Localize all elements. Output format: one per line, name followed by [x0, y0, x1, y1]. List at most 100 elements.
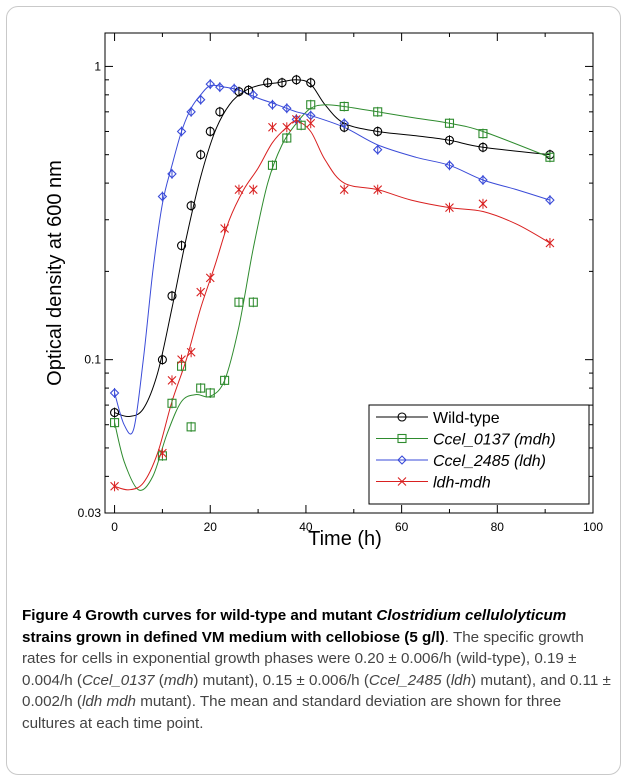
caption-gene-3: Ccel_2485 [368, 671, 442, 689]
data-point [373, 185, 383, 195]
caption-text-6: mutant). The mean and standard deviation… [22, 693, 562, 732]
legend-label: Ccel_0137 (mdh) [433, 432, 556, 449]
series-curve-4 [114, 120, 551, 491]
caption-gene-2: mdh [163, 671, 194, 689]
figure-caption: Figure 4 Growth curves for wild-type and… [22, 605, 612, 735]
y-tick-label: 1 [94, 59, 101, 73]
legend-label: ldh-mdh [433, 475, 491, 492]
data-point [339, 118, 349, 129]
data-point [445, 203, 454, 212]
y-tick-label: 0.03 [78, 506, 102, 520]
data-point [248, 90, 259, 100]
data-point [478, 129, 488, 139]
data-point [195, 94, 206, 105]
data-point [110, 418, 120, 428]
data-point [282, 122, 292, 132]
caption-gene-1: Ccel_0137 [81, 671, 155, 689]
data-point [243, 85, 254, 95]
legend-label: Wild-type [433, 410, 500, 427]
data-point [110, 481, 119, 491]
data-point [167, 398, 177, 408]
data-point [291, 75, 301, 85]
data-point [186, 107, 196, 117]
data-point [373, 107, 383, 117]
caption-text-3: ) mutant), 0.15 ± 0.006/h ( [193, 671, 369, 689]
data-point [267, 99, 278, 110]
caption-text-2: ( [154, 671, 164, 689]
data-point [196, 383, 206, 393]
caption-title-1: Figure 4 Growth curves for wild-type and… [22, 607, 377, 624]
data-point [167, 169, 177, 179]
series-curve-1 [114, 79, 550, 418]
data-point [205, 388, 215, 398]
data-point [296, 120, 306, 130]
data-point [372, 144, 383, 155]
data-point [205, 126, 215, 137]
data-point [478, 175, 488, 185]
data-point [478, 142, 488, 152]
data-point [229, 83, 239, 94]
data-point [545, 238, 555, 248]
data-point [186, 201, 196, 211]
plot-frame [104, 32, 594, 514]
legend-marker [397, 433, 407, 444]
data-point [167, 291, 177, 301]
data-point [263, 78, 273, 88]
data-point [291, 114, 301, 124]
data-point [196, 150, 206, 160]
caption-title-species: Clostridium cellulolyticum [376, 607, 567, 624]
caption-gene-5: ldh mdh [81, 693, 136, 711]
data-point [306, 118, 316, 128]
series-curve-2 [114, 104, 551, 491]
data-point [186, 422, 196, 432]
data-point [267, 160, 278, 170]
legend-marker [397, 477, 407, 486]
x-tick-label: 80 [491, 520, 505, 534]
y-axis-label: Optical density at 600 nm [44, 160, 66, 386]
caption-gene-4: ldh [450, 671, 472, 689]
data-point [177, 355, 186, 365]
figure-card [6, 6, 621, 775]
data-point [339, 101, 349, 112]
data-point [109, 388, 120, 398]
data-point [444, 160, 455, 171]
x-tick-label: 100 [583, 520, 603, 534]
y-tick-label: 0.1 [84, 353, 101, 367]
data-point [196, 287, 206, 297]
data-point [215, 82, 225, 92]
data-point [248, 297, 258, 307]
data-point [167, 375, 177, 385]
series-curve-3 [114, 84, 551, 435]
x-tick-label: 40 [299, 520, 313, 534]
legend-box [368, 404, 590, 505]
data-point [220, 375, 230, 385]
caption-text-4: ( [441, 671, 451, 689]
data-point [545, 152, 555, 162]
x-axis-label: Time (h) [308, 528, 382, 550]
legend-marker [397, 455, 407, 465]
data-point [306, 78, 316, 88]
data-point [205, 79, 216, 89]
legend-label: Ccel_2485 (ldh) [433, 453, 546, 470]
data-point [545, 195, 555, 205]
caption-title-2: strains grown in defined VM medium with … [22, 628, 445, 646]
x-tick-label: 20 [204, 520, 218, 534]
data-point [444, 118, 455, 128]
data-point [157, 355, 167, 365]
data-point [268, 122, 277, 132]
legend-marker [397, 412, 407, 422]
data-point [478, 199, 488, 209]
caption-text-5: ) mutant), and 0.11 ± 0.002/h ( [22, 671, 611, 711]
data-point [215, 107, 225, 117]
data-point [110, 408, 120, 418]
data-point [277, 78, 287, 88]
data-point [220, 224, 229, 233]
data-point [186, 347, 196, 357]
growth-chart: 0 20 40 60 80 100 1 0.1 0.03 Time (h) Optical de… [44, 32, 603, 550]
data-point [205, 273, 215, 283]
data-point [339, 185, 349, 195]
x-tick-label: 60 [395, 520, 409, 534]
data-point [234, 185, 244, 195]
x-tick-label: 0 [111, 520, 118, 534]
legend: Wild-type Ccel_0137 (mdh) Ccel_2485 (ldh) l… [368, 404, 590, 505]
